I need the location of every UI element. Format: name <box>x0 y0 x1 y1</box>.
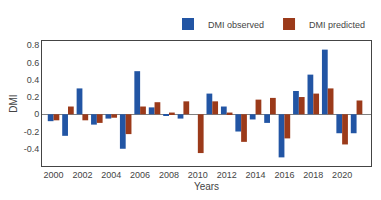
svg-text:2020: 2020 <box>332 170 352 180</box>
svg-text:0: 0 <box>34 109 39 119</box>
svg-text:DMI observed: DMI observed <box>208 20 264 30</box>
svg-text:2006: 2006 <box>130 170 150 180</box>
svg-text:2008: 2008 <box>159 170 179 180</box>
svg-text:2010: 2010 <box>188 170 208 180</box>
svg-text:0.4: 0.4 <box>27 75 40 85</box>
svg-text:-0.2: -0.2 <box>24 127 40 137</box>
svg-text:-0.4: -0.4 <box>24 144 40 154</box>
svg-text:0.6: 0.6 <box>27 58 40 68</box>
svg-text:2004: 2004 <box>101 170 121 180</box>
svg-text:2016: 2016 <box>274 170 294 180</box>
svg-text:0.2: 0.2 <box>27 92 40 102</box>
svg-text:2014: 2014 <box>246 170 266 180</box>
svg-text:Years: Years <box>194 181 219 192</box>
svg-text:DMI predicted: DMI predicted <box>309 20 365 30</box>
svg-text:2002: 2002 <box>72 170 92 180</box>
svg-text:0.8: 0.8 <box>27 40 40 50</box>
svg-text:2012: 2012 <box>217 170 237 180</box>
svg-text:2000: 2000 <box>44 170 64 180</box>
svg-text:2018: 2018 <box>303 170 323 180</box>
svg-text:DMI: DMI <box>8 94 19 112</box>
